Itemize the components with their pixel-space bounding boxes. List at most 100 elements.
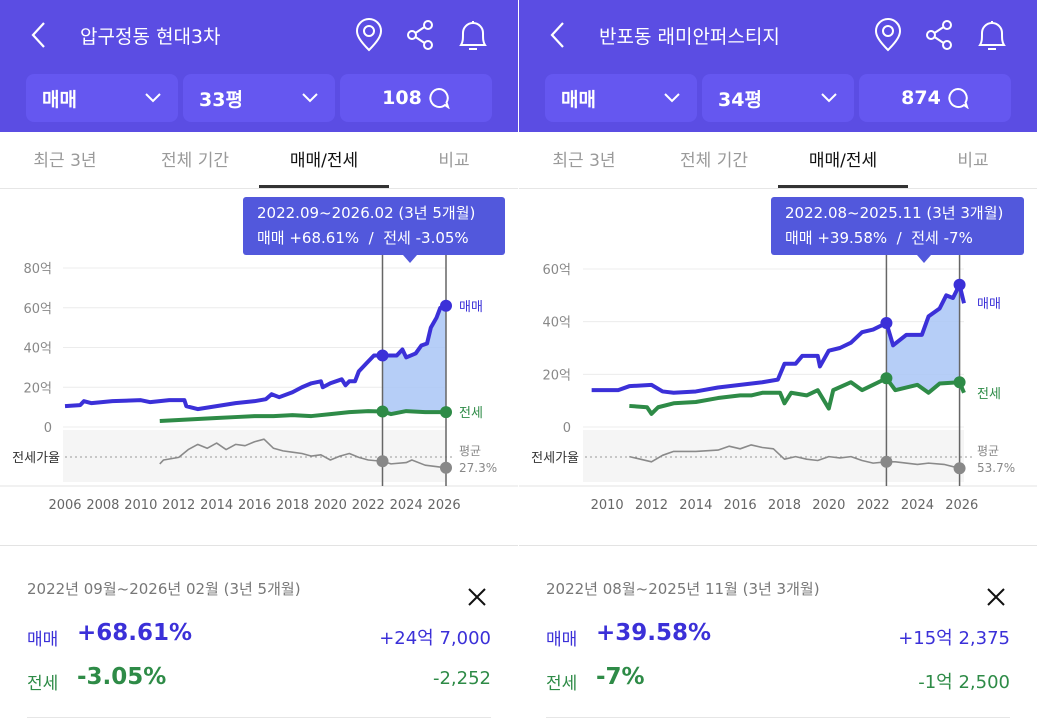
ratio-axis-label: 전세가율	[12, 451, 60, 466]
summary-range: 2022년 09월~2026년 02월 (3년 5개월)	[27, 580, 301, 598]
sale-percent: +68.61%	[77, 620, 193, 646]
x-tick-label: 2018	[768, 498, 801, 513]
size-dropdown[interactable]: 33평	[183, 74, 335, 122]
x-tick-label: 2020	[812, 498, 845, 513]
jeonse-label: 전세	[27, 674, 59, 694]
location-pin-icon[interactable]	[353, 18, 385, 52]
deal-type-dropdown[interactable]: 매매	[545, 74, 697, 122]
ratio-point	[880, 455, 893, 468]
sale-label: 매매	[546, 630, 578, 650]
close-icon[interactable]	[985, 586, 1007, 608]
tab-recent-3y[interactable]: 최근 3년	[552, 151, 616, 171]
selection-tooltip: 2022.09~2026.02 (3년 5개월) 매매 +68.61% / 전세…	[243, 197, 505, 255]
comments-button[interactable]: 874	[859, 74, 1011, 122]
sale-point	[953, 278, 966, 291]
ratio-axis-label: 전세가율	[531, 451, 579, 466]
jeonse-series-label: 전세	[459, 406, 483, 421]
selection-area	[382, 305, 446, 415]
chevron-down-icon	[664, 93, 680, 103]
chevron-down-icon	[145, 93, 161, 103]
tab-compare[interactable]: 비교	[957, 151, 989, 171]
x-tick-label: 2026	[428, 498, 461, 513]
sale-point	[376, 349, 389, 362]
x-tick-label: 2018	[276, 498, 309, 513]
divider	[27, 717, 491, 718]
jeonse-line	[629, 376, 966, 416]
x-tick-label: 2024	[390, 498, 423, 513]
y-tick-label: 60억	[23, 302, 52, 317]
x-tick-label: 2016	[724, 498, 757, 513]
y-tick-label: 0	[44, 421, 52, 436]
x-tick-label: 2014	[679, 498, 712, 513]
size-value: 33평	[199, 88, 243, 111]
x-tick-label: 2024	[901, 498, 934, 513]
jeonse-point	[376, 405, 389, 418]
y-tick-label: 0	[563, 421, 571, 436]
tab-all-period[interactable]: 전체 기간	[680, 151, 748, 171]
comment-count: 874	[901, 87, 941, 109]
x-tick-label: 2010	[591, 498, 624, 513]
jeonse-label: 전세	[546, 674, 578, 694]
jeonse-amount: -2,252	[432, 668, 491, 689]
sale-amount: +15억 2,375	[898, 628, 1010, 649]
share-icon[interactable]	[923, 18, 955, 52]
size-value: 34평	[718, 88, 762, 111]
y-tick-label: 40억	[23, 342, 52, 357]
app-header: 반포동 래미안퍼스티지 매매 34평 874	[519, 0, 1037, 132]
ratio-point	[376, 455, 389, 468]
comments-button[interactable]: 108	[340, 74, 492, 122]
chevron-down-icon	[302, 93, 318, 103]
x-tick-label: 2022	[857, 498, 890, 513]
tooltip-change: 매매 +68.61% / 전세 -3.05%	[257, 229, 469, 247]
location-pin-icon[interactable]	[872, 18, 904, 52]
tab-compare[interactable]: 비교	[438, 151, 470, 171]
ratio-average-label: 평균	[977, 444, 999, 458]
ratio-average-value: 27.3%	[459, 461, 497, 475]
close-icon[interactable]	[466, 586, 488, 608]
sale-line	[591, 282, 966, 395]
divider	[546, 717, 1010, 718]
tooltip-range: 2022.08~2025.11 (3년 3개월)	[785, 204, 1004, 222]
tab-sale-jeonse[interactable]: 매매/전세	[808, 151, 878, 171]
share-icon[interactable]	[404, 18, 436, 52]
chevron-down-icon	[821, 93, 837, 103]
y-tick-label: 80억	[23, 262, 52, 277]
deal-type-dropdown[interactable]: 매매	[26, 74, 178, 122]
deal-type-value: 매매	[42, 88, 77, 111]
jeonse-change-row: 전세 -3.05% -2,252	[27, 664, 491, 694]
ratio-average-value: 53.7%	[977, 461, 1015, 475]
ratio-point	[953, 462, 966, 475]
back-arrow-icon[interactable]	[26, 20, 56, 50]
sale-amount: +24억 7,000	[379, 628, 491, 649]
size-dropdown[interactable]: 34평	[702, 74, 854, 122]
speech-bubble-icon	[429, 87, 450, 109]
jeonse-amount: -1억 2,500	[918, 672, 1010, 693]
jeonse-point	[880, 372, 893, 385]
sale-change-row: 매매 +68.61% +24억 7,000	[27, 620, 491, 650]
tab-all-period[interactable]: 전체 기간	[161, 151, 229, 171]
speech-bubble-icon	[948, 87, 969, 109]
x-tick-label: 2006	[48, 498, 81, 513]
jeonse-line	[159, 409, 446, 424]
tab-recent-3y[interactable]: 최근 3년	[33, 151, 97, 171]
jeonse-percent: -7%	[596, 664, 645, 690]
tooltip-change: 매매 +39.58% / 전세 -7%	[785, 229, 973, 247]
x-tick-label: 2022	[352, 498, 385, 513]
jeonse-change-row: 전세 -7% -1억 2,500	[546, 664, 1010, 694]
back-arrow-icon[interactable]	[545, 20, 575, 50]
bell-icon[interactable]	[457, 18, 489, 52]
selection-summary: 2022년 09월~2026년 02월 (3년 5개월) 매매 +68.61% …	[0, 545, 518, 721]
ratio-average-label: 평균	[459, 444, 481, 458]
jeonse-percent: -3.05%	[77, 664, 167, 690]
tab-sale-jeonse[interactable]: 매매/전세	[289, 151, 359, 171]
y-tick-label: 40억	[542, 316, 571, 331]
tab-bar: 최근 3년 전체 기간 매매/전세 비교	[519, 132, 1037, 189]
tab-bar: 최근 3년 전체 기간 매매/전세 비교	[0, 132, 518, 189]
sale-series-label: 매매	[459, 300, 483, 315]
apartment-panel: 압구정동 현대3차 매매 33평 108 최근 3년 전체 기간 매매/전세 비교 0…	[0, 0, 518, 721]
tooltip-range: 2022.09~2026.02 (3년 5개월)	[257, 204, 476, 222]
sale-percent: +39.58%	[596, 620, 712, 646]
bell-icon[interactable]	[976, 18, 1008, 52]
